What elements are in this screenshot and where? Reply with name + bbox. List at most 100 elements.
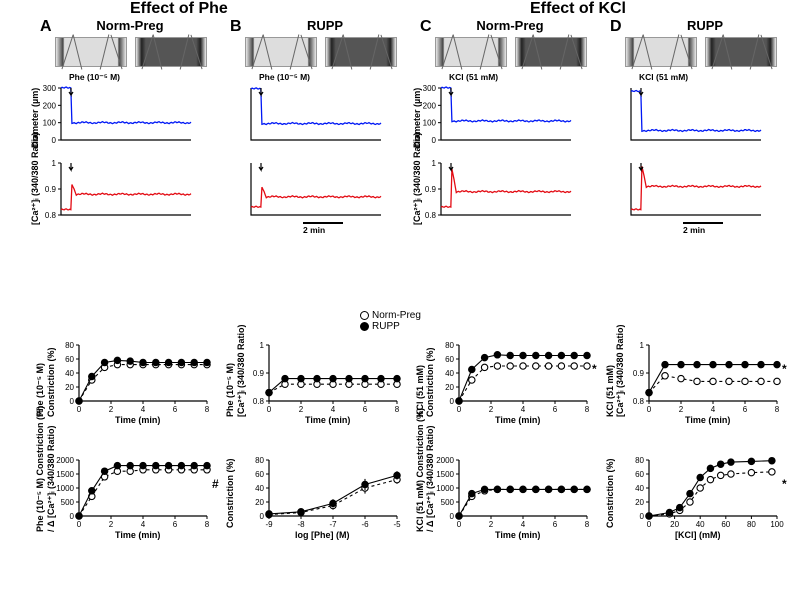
svg-text:40: 40 [635,484,644,493]
treatment-label: Phe (10⁻⁵ M) [259,72,310,83]
svg-text:4: 4 [141,520,146,529]
svg-text:4: 4 [711,405,716,414]
phe-ca-time: 0.80.9102468 [235,335,410,421]
xlabel-kcl: [KCl] (mM) [675,530,721,540]
svg-text:20: 20 [445,383,454,392]
svg-text:20: 20 [670,520,679,529]
svg-text:500: 500 [441,498,455,507]
vessel-micrograph [325,37,397,67]
svg-text:2: 2 [489,405,494,414]
svg-text:4: 4 [521,520,526,529]
svg-text:4: 4 [141,405,146,414]
svg-text:0: 0 [647,520,652,529]
panel-letter-d: D [610,18,622,36]
ylabel-calcium: [Ca²⁺]ᵢ (340/380 Ratio) [412,132,423,225]
svg-text:2: 2 [679,405,684,414]
svg-text:-8: -8 [297,520,305,529]
svg-text:0.9: 0.9 [253,369,265,378]
svg-text:8: 8 [395,405,400,414]
svg-text:#: # [212,477,219,491]
panel-letter-b: B [230,18,242,36]
vessel-micrograph [55,37,127,67]
svg-text:0: 0 [267,405,272,414]
svg-text:8: 8 [205,520,210,529]
svg-text:0.8: 0.8 [253,397,265,406]
svg-text:0: 0 [432,136,437,145]
svg-text:2000: 2000 [56,456,74,465]
svg-text:0: 0 [450,512,455,521]
svg-text:1: 1 [432,159,437,168]
svg-text:0: 0 [70,397,75,406]
svg-text:8: 8 [585,520,590,529]
svg-text:80: 80 [255,456,264,465]
calcium-trace-C: 0.80.91 [415,155,580,225]
svg-text:1000: 1000 [436,484,454,493]
svg-text:200: 200 [423,101,437,110]
xlabel-time: Time (min) [305,415,350,425]
svg-text:80: 80 [65,341,74,350]
phe-dose-response: 020406080-9-8-7-6-5 [235,450,410,536]
legend-open-label: Norm-Preg [372,310,421,321]
vessel-micrograph [515,37,587,67]
svg-text:200: 200 [43,101,57,110]
ylabel: KCl (51 mM) Constriction (%) [415,348,435,418]
svg-text:100: 100 [423,119,437,128]
svg-text:6: 6 [553,405,558,414]
calcium-trace-A: 0.80.91 [35,155,200,225]
svg-text:80: 80 [635,456,644,465]
panel-letter-c: C [420,18,432,36]
svg-text:6: 6 [173,520,178,529]
col-title-b: RUPP [265,18,385,33]
kcl-ratio-time: 050010001500200002468 [425,450,600,536]
svg-text:8: 8 [775,405,780,414]
svg-text:0: 0 [647,405,652,414]
ylabel-calcium: [Ca²⁺]ᵢ (340/380 Ratio) [30,132,41,225]
svg-text:40: 40 [255,484,264,493]
xlabel-time: Time (min) [115,530,160,540]
calcium-trace-B [225,155,390,225]
vessel-micrograph [245,37,317,67]
xlabel-time: Time (min) [495,415,540,425]
scale-bar: 2 min [683,222,723,235]
xlabel-time: Time (min) [685,415,730,425]
svg-text:60: 60 [445,355,454,364]
svg-text:-9: -9 [265,520,273,529]
xlabel-logphe: log [Phe] (M) [295,530,350,540]
kcl-dose-response: 020406080020406080100* [615,450,790,536]
svg-text:*: * [782,362,787,376]
diameter-trace-D [605,80,770,150]
legend-filled-marker [360,322,369,331]
calcium-trace-D [605,155,770,225]
legend-open-marker [360,311,369,320]
kcl-ca-time: 0.80.9102468* [615,335,790,421]
svg-text:2: 2 [109,405,114,414]
svg-text:0.8: 0.8 [425,211,437,220]
svg-text:1: 1 [52,159,57,168]
svg-text:80: 80 [747,520,756,529]
treatment-label: KCl (51 mM) [639,72,688,82]
svg-text:80: 80 [445,341,454,350]
svg-text:0.9: 0.9 [45,185,57,194]
svg-text:300: 300 [43,84,57,93]
diameter-trace-A: 0100200300 [35,80,200,150]
svg-text:8: 8 [585,405,590,414]
svg-text:40: 40 [445,369,454,378]
section-title-phe: Effect of Phe [130,0,228,18]
svg-text:8: 8 [205,405,210,414]
treatment-label: Phe (10⁻⁵ M) [69,72,120,83]
svg-text:1000: 1000 [56,484,74,493]
ylabel: Constriction (%) [225,459,235,529]
svg-text:20: 20 [635,498,644,507]
col-title-d: RUPP [645,18,765,33]
svg-text:60: 60 [255,470,264,479]
svg-text:60: 60 [65,355,74,364]
svg-text:-5: -5 [393,520,401,529]
svg-text:2000: 2000 [436,456,454,465]
svg-text:1: 1 [640,341,645,350]
phe-ratio-time: 050010001500200002468# [45,450,220,536]
svg-text:0: 0 [450,397,455,406]
panel-letter-a: A [40,18,52,36]
svg-text:4: 4 [521,405,526,414]
svg-text:0: 0 [457,520,462,529]
col-title-a: Norm-Preg [70,18,190,33]
